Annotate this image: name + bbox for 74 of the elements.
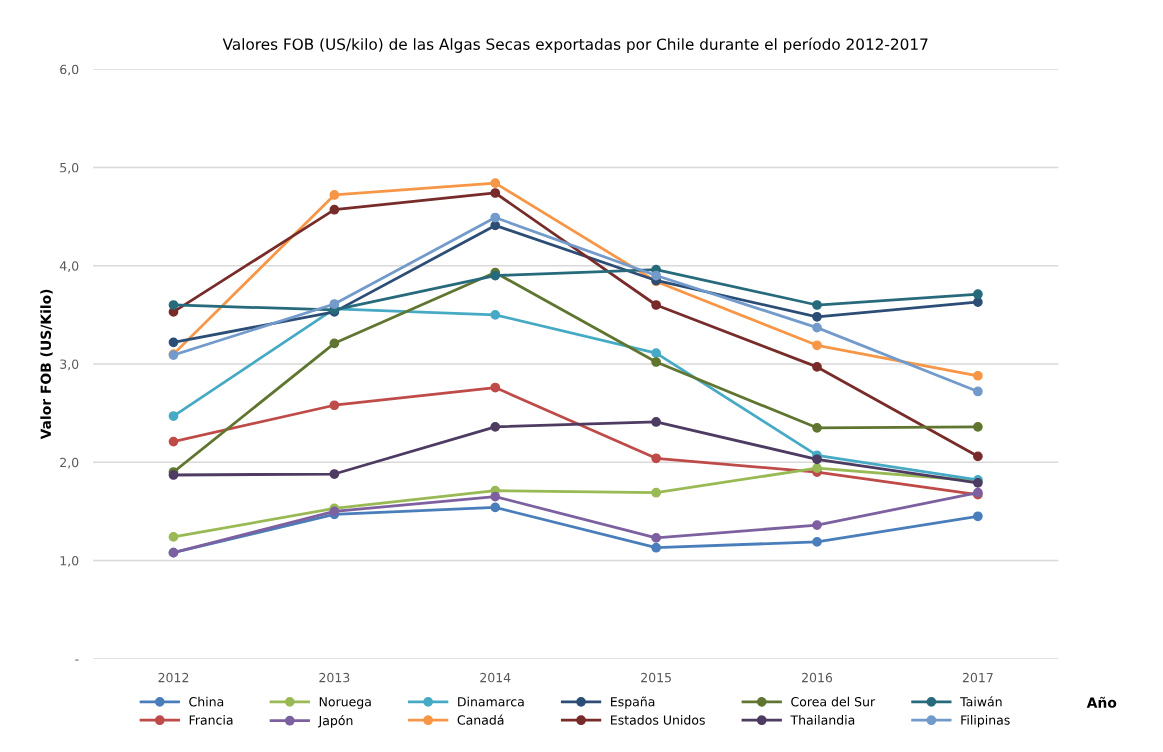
point: [490, 382, 501, 393]
y-tick-label: 4,0: [59, 261, 79, 272]
point: [490, 309, 501, 320]
point: [490, 421, 501, 432]
point: [651, 453, 661, 464]
point: [973, 297, 983, 307]
point: [812, 322, 822, 333]
point: [812, 536, 822, 547]
y-tick-label: 2,0: [60, 457, 79, 469]
x-tick-label: 2014: [480, 672, 511, 683]
x-axis-title: Año: [1086, 696, 1117, 708]
y-axis-title: Valor FOB (US/Kilo): [40, 289, 53, 440]
point: [812, 362, 822, 372]
legend-label: Corea del Sur: [791, 696, 876, 707]
x-tick-label: 2016: [802, 672, 833, 683]
legend-label: Francia: [189, 715, 233, 725]
y-tick-label: -: [75, 659, 79, 661]
legend-label: Filipinas: [961, 715, 1010, 728]
y-tick-label: 6,0: [60, 64, 79, 76]
point: [490, 212, 501, 223]
point: [168, 300, 179, 310]
point: [812, 463, 822, 473]
point: [490, 502, 501, 513]
point: [651, 417, 661, 427]
point: [651, 348, 661, 359]
point: [168, 436, 179, 447]
point: [168, 411, 179, 421]
point: [329, 190, 340, 200]
point: [329, 299, 340, 309]
legend-label: Taiwán: [960, 696, 1002, 707]
point: [329, 469, 340, 479]
legend-label: Estados Unidos: [611, 715, 705, 725]
point: [651, 357, 661, 367]
legend-label: Japón: [317, 715, 353, 728]
legend-label: Canadá: [457, 714, 504, 725]
point: [651, 542, 661, 553]
y-tick-label: 5,0: [60, 162, 79, 174]
legend-label: España: [611, 696, 655, 709]
y-tick-label: 1,0: [60, 555, 79, 567]
x-tick-label: 2012: [158, 672, 189, 683]
point: [812, 520, 822, 530]
point: [812, 454, 822, 465]
point: [973, 289, 983, 300]
point: [812, 311, 822, 322]
point: [490, 220, 501, 231]
point: [973, 511, 983, 522]
point: [973, 451, 983, 462]
point: [490, 188, 501, 198]
point: [329, 400, 340, 411]
x-tick-label: 2017: [962, 672, 993, 683]
point: [651, 300, 661, 310]
point: [812, 300, 822, 310]
point: [168, 337, 179, 348]
point: [490, 178, 501, 189]
chart-title: Valores FOB (US/kilo) de las Algas Secas exportadas por Chile durante el período 2012-2017: [222, 37, 928, 53]
point: [973, 421, 983, 432]
point: [651, 270, 661, 281]
point: [973, 370, 983, 381]
point: [329, 338, 340, 349]
point: [651, 487, 661, 498]
legend-label: China: [189, 696, 224, 707]
point: [812, 422, 822, 433]
point: [490, 491, 501, 502]
point: [329, 204, 340, 215]
point: [651, 533, 661, 543]
legend-label: Noruega: [319, 697, 371, 709]
y-tick-label: 3,0: [60, 359, 79, 371]
legend-label: Dinamarca: [458, 696, 524, 707]
x-tick-label: 2015: [641, 672, 671, 683]
legend-label: Thailandia: [790, 715, 855, 725]
point: [973, 386, 983, 397]
x-tick-label: 2013: [319, 672, 350, 683]
point: [168, 532, 179, 542]
point: [812, 340, 822, 351]
